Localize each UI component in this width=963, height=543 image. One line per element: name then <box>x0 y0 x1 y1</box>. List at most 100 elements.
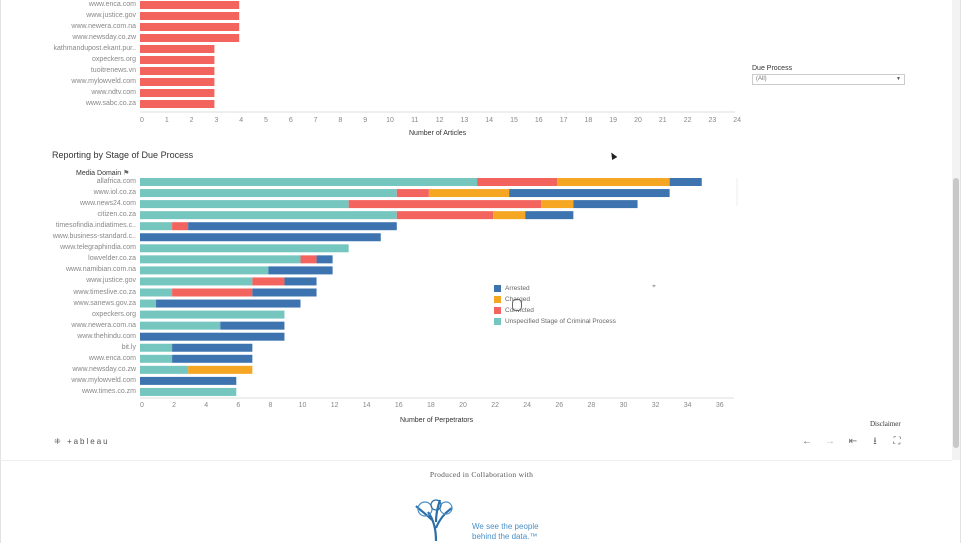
scrollbar-thumb[interactable] <box>953 178 959 448</box>
pin-icon[interactable]: ⌖ <box>652 283 656 290</box>
bottom-chart-bar-segment[interactable] <box>477 178 558 186</box>
top-chart-bar[interactable] <box>140 67 215 75</box>
top-chart-bar[interactable] <box>140 89 215 97</box>
top-chart-bar[interactable] <box>140 100 215 108</box>
bottom-chart-category-label[interactable]: lowvelder.co.za <box>88 255 136 263</box>
top-chart-bar[interactable] <box>140 56 215 64</box>
bottom-chart-category-label[interactable]: www.iol.co.za <box>93 189 136 197</box>
download-button[interactable]: ⭳ <box>873 436 877 447</box>
top-chart-bar[interactable] <box>140 34 240 42</box>
top-chart-bar[interactable] <box>140 23 240 31</box>
bottom-chart-bar-segment[interactable] <box>140 211 397 220</box>
bottom-chart-bar-segment[interactable] <box>140 277 253 286</box>
bottom-chart-bar-segment[interactable] <box>525 211 574 220</box>
bottom-chart-category-label[interactable]: citizen.co.za <box>97 211 136 219</box>
bottom-chart-bar-segment[interactable] <box>156 299 301 308</box>
bottom-chart-bar-segment[interactable] <box>541 200 574 209</box>
top-chart-category-label[interactable]: www.newera.com.na <box>71 23 136 30</box>
top-chart-bar[interactable] <box>140 1 240 9</box>
bottom-chart-bar-segment[interactable] <box>220 321 285 330</box>
bottom-chart-bar-segment[interactable] <box>140 332 285 341</box>
bottom-chart-bar-segment[interactable] <box>172 354 253 363</box>
redo-button[interactable]: → <box>825 436 835 447</box>
bottom-chart-category-label[interactable]: bit.ly <box>121 343 136 351</box>
bottom-chart-bar-segment[interactable] <box>348 200 542 209</box>
bottom-chart-bar-segment[interactable] <box>573 200 638 209</box>
fullscreen-button[interactable]: ⛶ <box>893 436 901 447</box>
top-chart-category-label[interactable]: www.mylowveld.com <box>71 78 136 85</box>
bottom-chart-bar-segment[interactable] <box>252 277 285 286</box>
undo-button[interactable]: ← <box>802 436 812 447</box>
bottom-chart-bar-segment[interactable] <box>284 277 317 286</box>
bottom-chart-bar-segment[interactable] <box>140 365 189 374</box>
bottom-chart-bar-segment[interactable] <box>509 189 670 198</box>
bottom-chart-bar-segment[interactable] <box>140 178 478 186</box>
top-chart-category-label[interactable]: tuoitrenews.vn <box>90 67 136 74</box>
bottom-chart-bar-segment[interactable] <box>140 233 381 242</box>
legend-item[interactable]: Arrested <box>494 283 616 294</box>
media-domain-header[interactable]: Media Domain ⚑ <box>76 169 129 177</box>
bottom-chart-bar-segment[interactable] <box>140 244 349 253</box>
bottom-chart-bar-segment[interactable] <box>669 178 702 186</box>
bottom-chart-category-label[interactable]: timesofindia.indiatimes.c.. <box>55 222 136 230</box>
bottom-chart-bar-segment[interactable] <box>140 288 173 297</box>
bottom-chart-category-label[interactable]: www.justice.gov <box>86 277 136 285</box>
top-chart-bar[interactable] <box>140 12 240 20</box>
top-chart-category-label[interactable]: www.justice.gov <box>86 12 136 19</box>
bottom-chart-category-label[interactable]: allafrica.com <box>96 178 136 185</box>
bottom-chart-bar-segment[interactable] <box>493 211 526 220</box>
bottom-chart-bar-segment[interactable] <box>140 310 285 319</box>
disclaimer-link[interactable]: Disclaimer <box>870 420 901 428</box>
bottom-chart-bar-segment[interactable] <box>316 255 333 264</box>
bottom-chart-category-label[interactable]: www.business-standard.c.. <box>52 233 136 241</box>
bottom-chart-category-label[interactable]: www.newera.com.na <box>71 321 136 329</box>
top-chart-bar[interactable] <box>140 45 215 53</box>
top-chart-category-label[interactable]: oxpeckers.org <box>92 56 136 63</box>
top-chart-category-label[interactable]: www.newsday.co.zw <box>72 34 136 41</box>
bottom-chart-bar-segment[interactable] <box>188 365 253 374</box>
bottom-chart-bar-segment[interactable] <box>268 266 333 275</box>
bottom-chart-bar-segment[interactable] <box>140 200 349 209</box>
legend-item[interactable]: Unspecified Stage of Criminal Process <box>494 316 616 327</box>
bottom-chart-category-label[interactable]: www.mylowveld.com <box>71 376 136 384</box>
bottom-chart-bar-segment[interactable] <box>140 266 269 275</box>
bottom-chart-bar-segment[interactable] <box>140 222 173 231</box>
tableau-logo[interactable]: ⁜ +ableau <box>54 437 110 446</box>
sort-icon[interactable]: ⚑ <box>123 170 130 177</box>
revert-button[interactable]: ⇤ <box>848 436 858 447</box>
top-chart-category-label[interactable]: www.ndtv.com <box>91 89 136 96</box>
bottom-chart-category-label[interactable]: oxpeckers.org <box>92 310 136 318</box>
bottom-chart-category-label[interactable]: www.news24.com <box>79 200 136 208</box>
bottom-chart-bar-segment[interactable] <box>188 222 397 231</box>
bottom-chart-bar-segment[interactable] <box>396 189 429 198</box>
bottom-chart-bar-segment[interactable] <box>172 222 189 231</box>
bottom-chart-bar-segment[interactable] <box>396 211 494 220</box>
bottom-chart-bar-segment[interactable] <box>140 321 221 330</box>
bottom-chart-bar-segment[interactable] <box>428 189 510 198</box>
top-chart-bar[interactable] <box>140 78 215 86</box>
bottom-chart-bar-segment[interactable] <box>140 376 237 385</box>
bottom-chart-category-label[interactable]: www.timeslive.co.za <box>73 288 136 296</box>
bottom-chart-bar-segment[interactable] <box>172 343 253 352</box>
top-chart-category-label[interactable]: www.sabc.co.za <box>85 100 136 107</box>
due-process-filter-select[interactable]: (All) ▼ <box>752 74 905 85</box>
bottom-chart-bar-segment[interactable] <box>140 354 173 363</box>
bottom-chart-category-label[interactable]: www.newsday.co.zw <box>72 365 136 373</box>
bottom-chart-category-label[interactable]: www.telegraphindia.com <box>60 244 136 252</box>
bottom-chart-bar-segment[interactable] <box>140 189 397 198</box>
top-chart-category-label[interactable]: www.enca.com <box>88 1 136 8</box>
bottom-chart-bar-segment[interactable] <box>140 387 237 396</box>
top-chart-category-label[interactable]: kathmandupost.ekant.pur.. <box>53 45 137 52</box>
bottom-chart-bar-segment[interactable] <box>557 178 670 186</box>
bottom-chart-bar-segment[interactable] <box>140 299 157 308</box>
bottom-chart-bar-segment[interactable] <box>252 288 317 297</box>
bottom-chart-category-label[interactable]: www.thehindu.com <box>77 332 136 340</box>
bottom-chart-category-label[interactable]: www.sanews.gov.za <box>73 299 136 307</box>
bottom-chart-bar-segment[interactable] <box>300 255 317 264</box>
bottom-chart-category-label[interactable]: www.enca.com <box>88 354 136 362</box>
bottom-chart-bar-segment[interactable] <box>140 255 301 264</box>
bottom-chart-bar-segment[interactable] <box>172 288 253 297</box>
bottom-chart-category-label[interactable]: www.namibian.com.na <box>65 266 136 274</box>
bottom-chart-bar-segment[interactable] <box>140 343 173 352</box>
bottom-chart-category-label[interactable]: www.times.co.zm <box>81 387 136 395</box>
